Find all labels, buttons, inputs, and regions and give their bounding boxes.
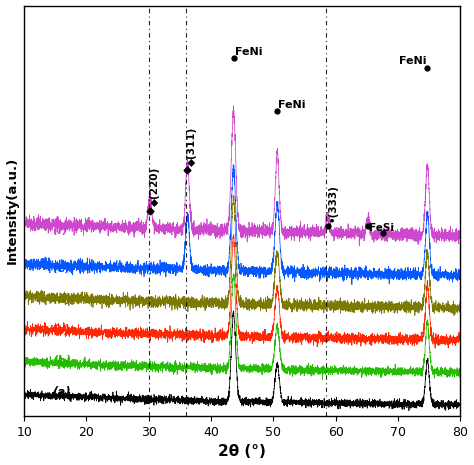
Text: (c): (c): [52, 324, 70, 337]
Text: FeNi: FeNi: [399, 56, 426, 66]
Text: (b): (b): [52, 355, 71, 368]
Text: (e): (e): [52, 262, 71, 275]
Text: ◆(220): ◆(220): [150, 167, 160, 206]
Text: ◆(311): ◆(311): [187, 126, 198, 166]
Text: FeSi: FeSi: [369, 223, 394, 232]
Text: •(333): •(333): [328, 184, 337, 222]
Text: (a): (a): [52, 386, 71, 399]
Text: (d): (d): [52, 293, 71, 306]
X-axis label: 2θ (°): 2θ (°): [219, 445, 266, 459]
Text: FeNi: FeNi: [235, 47, 262, 57]
Y-axis label: Intensity(a.u.): Intensity(a.u.): [6, 157, 18, 265]
Text: (f): (f): [52, 224, 68, 237]
Text: FeNi: FeNi: [278, 100, 306, 110]
